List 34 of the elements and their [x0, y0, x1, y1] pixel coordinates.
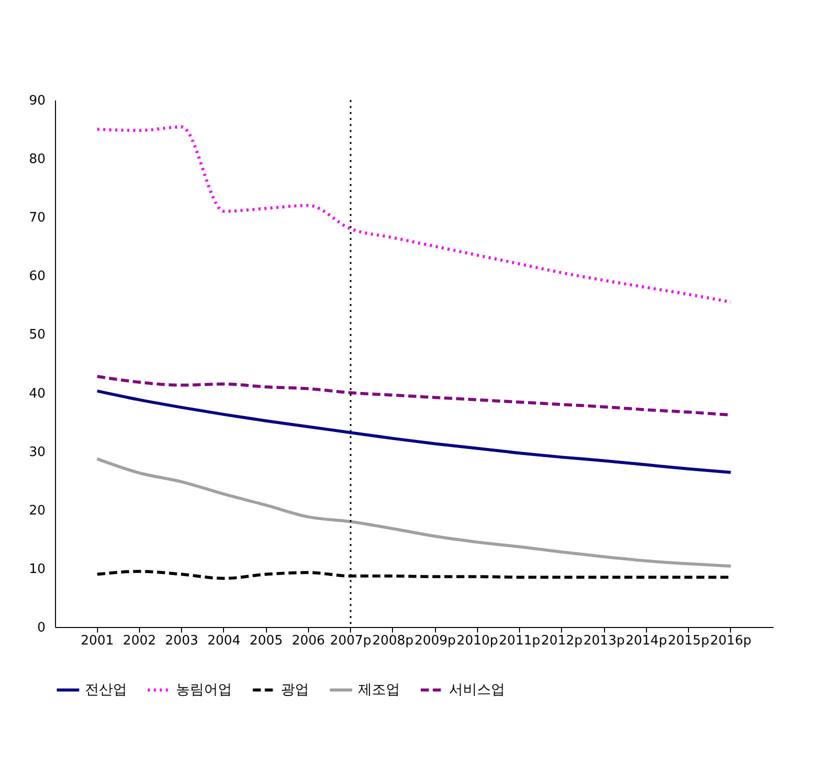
- y-tick-label: 40: [28, 386, 46, 402]
- x-tick-label: 2010p: [456, 634, 498, 648]
- x-tick-label: 2004: [207, 634, 240, 648]
- x-tick-label: 2016p: [710, 634, 752, 648]
- line-series: [96, 457, 732, 568]
- x-tick-label: 2002: [122, 634, 156, 648]
- legend-label: 서비스업: [449, 682, 505, 698]
- legend-label: 농림어업: [176, 682, 232, 698]
- x-tick-label: 2005: [250, 634, 283, 648]
- x-tick-label: 2009p: [414, 634, 456, 648]
- y-tick-label: 0: [37, 620, 46, 636]
- line-series: [96, 390, 732, 474]
- x-tick-label: 2014p: [626, 634, 667, 648]
- legend-label: 전산업: [85, 682, 127, 698]
- y-tick-label: 20: [28, 503, 46, 518]
- y-tick-label: 30: [28, 444, 46, 460]
- x-tick-label: 2007p: [330, 634, 372, 648]
- y-tick-label: 10: [28, 562, 46, 577]
- x-tick-label: 2011p: [498, 634, 540, 648]
- x-tick-label: 2013p: [583, 634, 625, 648]
- line-series: [96, 125, 732, 304]
- y-tick-label: 70: [28, 210, 46, 226]
- y-tick-label: 90: [28, 94, 46, 108]
- legend-label: 제조업: [358, 682, 400, 698]
- x-tick-label: 2012p: [541, 634, 582, 648]
- legend-label: 광업: [281, 682, 309, 698]
- y-tick-label: 50: [28, 328, 46, 343]
- y-tick-label: 80: [28, 152, 46, 168]
- x-tick-label: 2008p: [372, 634, 414, 648]
- x-tick-label: 2003: [165, 634, 198, 648]
- x-tick-label: 2015p: [668, 634, 710, 648]
- x-tick-label: 2006: [292, 634, 325, 648]
- x-tick-label: 2001: [80, 634, 114, 648]
- y-tick-label: 60: [28, 269, 46, 284]
